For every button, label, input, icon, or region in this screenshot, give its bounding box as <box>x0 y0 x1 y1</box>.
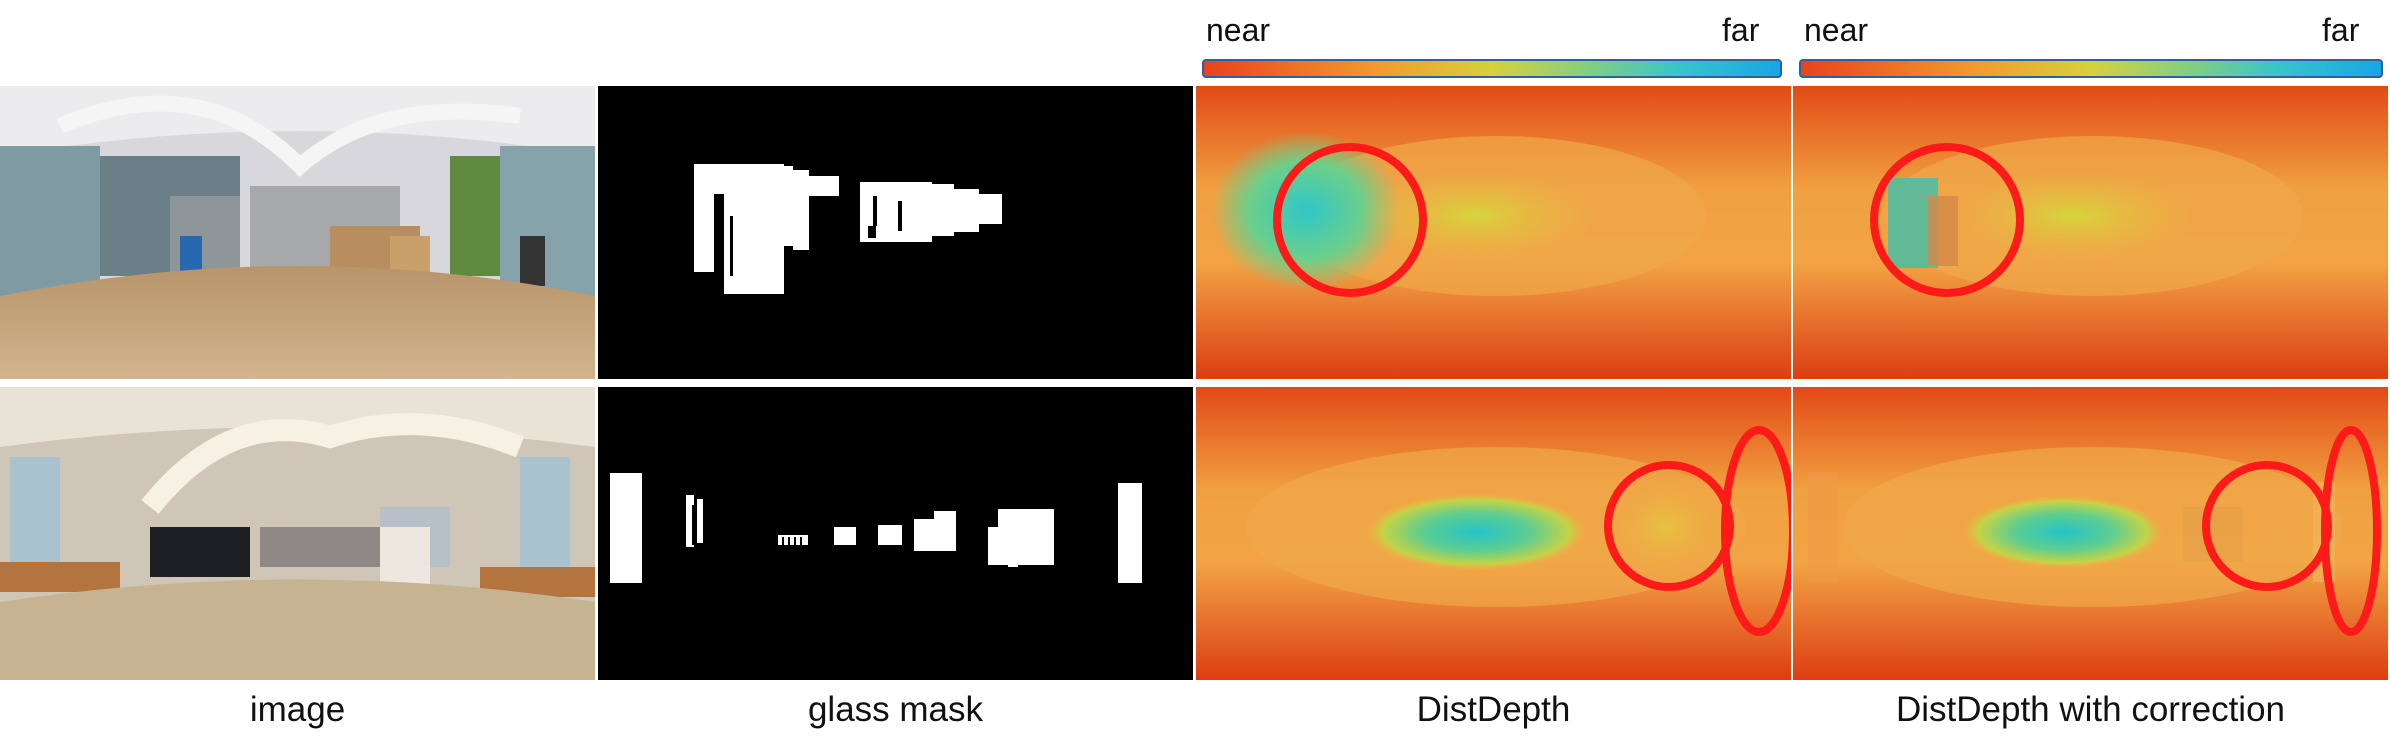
colorbar-label-far-1: far <box>1722 12 1760 48</box>
colorbar-label-near-2: near <box>1804 12 1869 48</box>
distdepth-map-2 <box>1196 387 1791 680</box>
distdepth-corrected-map-1 <box>1793 86 2388 379</box>
panorama-image-office-1 <box>0 86 595 379</box>
caption-distdepth-corrected: DistDepth with correction <box>1895 690 2286 729</box>
glass-mask-1 <box>598 86 1193 379</box>
colorbar-label-far-2: far <box>2322 12 2360 48</box>
glass-mask-2 <box>598 387 1193 680</box>
caption-distdepth: DistDepth <box>1416 690 1571 729</box>
caption-image: image <box>249 690 346 729</box>
highlight-ellipse <box>2321 426 2381 636</box>
highlight-circle <box>1870 143 2024 297</box>
colorbar-2 <box>1799 59 2383 78</box>
highlight-ellipse <box>1721 426 1791 636</box>
distdepth-corrected-map-2 <box>1793 387 2388 680</box>
highlight-circle <box>1273 143 1427 297</box>
colorbar-label-near-1: near <box>1206 12 1271 48</box>
highlight-circle <box>1604 461 1734 591</box>
distdepth-map-1 <box>1196 86 1791 379</box>
colorbar-1 <box>1202 59 1782 78</box>
panorama-image-office-2 <box>0 387 595 680</box>
caption-glass-mask: glass mask <box>807 690 984 729</box>
